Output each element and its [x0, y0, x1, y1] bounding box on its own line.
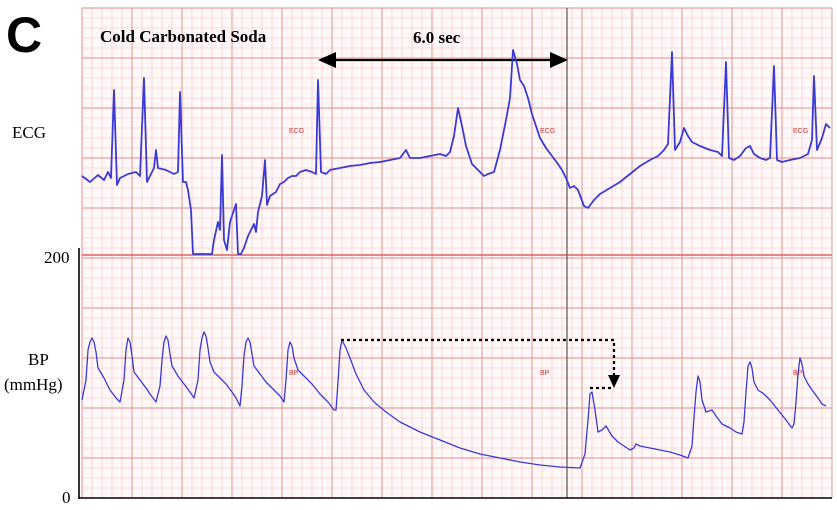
- grid-paper: [81, 7, 833, 499]
- ecg-label: ECG: [12, 123, 46, 142]
- ecg-annotation-3: ECG: [793, 128, 808, 135]
- ecg-trace: [81, 49, 831, 255]
- interval-arrow-right-head: [550, 52, 568, 68]
- pressure-drop-arrowhead: [608, 375, 620, 388]
- ecg-annotation-1: ECG: [289, 128, 304, 135]
- interval-arrow-left-head: [318, 52, 336, 68]
- pressure-drop-dotted-path: [341, 338, 616, 378]
- grid-background: [82, 8, 832, 498]
- interval-arrow: [318, 52, 568, 68]
- bp-label-line2: (mmHg): [4, 375, 63, 394]
- bp-annotation-2: BP: [540, 370, 550, 377]
- bp-label-line1: BP: [28, 350, 49, 369]
- bp-annotation-1: BP: [289, 370, 299, 377]
- panel-letter: C: [6, 7, 42, 63]
- pressure-drop-marker: [341, 338, 620, 390]
- bp-tick-0: 0: [62, 488, 71, 507]
- ecg-annotation-2: ECG: [540, 128, 555, 135]
- bp-tick-200: 200: [44, 248, 70, 267]
- figure-title: Cold Carbonated Soda: [100, 27, 267, 46]
- interval-label: 6.0 sec: [413, 28, 461, 47]
- major-gridlines: [81, 7, 833, 498]
